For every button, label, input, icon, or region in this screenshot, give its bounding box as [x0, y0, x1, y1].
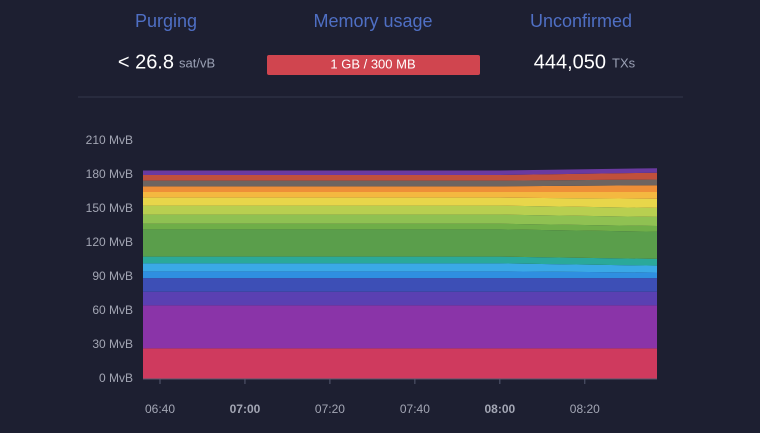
- area-band: [143, 278, 657, 292]
- area-band: [143, 263, 657, 273]
- stat-unit: TXs: [612, 55, 636, 70]
- x-tick-label: 08:20: [570, 402, 600, 416]
- x-tick-label: 07:20: [315, 402, 345, 416]
- x-tick-label: 06:40: [145, 402, 175, 416]
- area-band: [143, 256, 657, 266]
- x-tick-label: 07:40: [400, 402, 430, 416]
- area-band: [143, 214, 657, 226]
- stat-title: Unconfirmed: [530, 11, 632, 31]
- area-band: [143, 197, 657, 208]
- area-band: [143, 229, 657, 259]
- area-band: [143, 348, 657, 379]
- y-tick-label: 60 MvB: [92, 303, 133, 317]
- stat-value: < 26.8: [118, 51, 174, 73]
- area-band: [143, 271, 657, 279]
- stat-value: 444,050: [534, 51, 606, 73]
- stat-title: Purging: [135, 11, 197, 31]
- area-band: [143, 291, 657, 306]
- area-band: [143, 305, 657, 349]
- stat-title: Memory usage: [313, 11, 432, 31]
- area-band: [143, 172, 657, 181]
- area-band: [143, 205, 657, 217]
- y-tick-label: 0 MvB: [99, 371, 133, 385]
- area-band: [143, 192, 657, 199]
- stat-unit: sat/vB: [179, 55, 215, 70]
- area-band: [143, 185, 657, 192]
- stat-value: 1 GB / 300 MB: [330, 56, 415, 71]
- x-tick-label: 08:00: [484, 402, 515, 416]
- area-band: [143, 179, 657, 187]
- y-tick-label: 180 MvB: [86, 167, 133, 181]
- y-tick-label: 90 MvB: [92, 269, 133, 283]
- x-tick-label: 07:00: [230, 402, 261, 416]
- area-band: [143, 223, 657, 232]
- y-tick-label: 210 MvB: [86, 133, 133, 147]
- y-tick-label: 120 MvB: [86, 235, 133, 249]
- memory-bar: [267, 55, 480, 75]
- y-tick-label: 30 MvB: [92, 337, 133, 351]
- y-tick-label: 150 MvB: [86, 201, 133, 215]
- chart: 0 MvB 30 MvB 60 MvB 90 MvB 120 MvB 150 MvB 180…: [86, 133, 657, 416]
- area-band: [143, 168, 657, 175]
